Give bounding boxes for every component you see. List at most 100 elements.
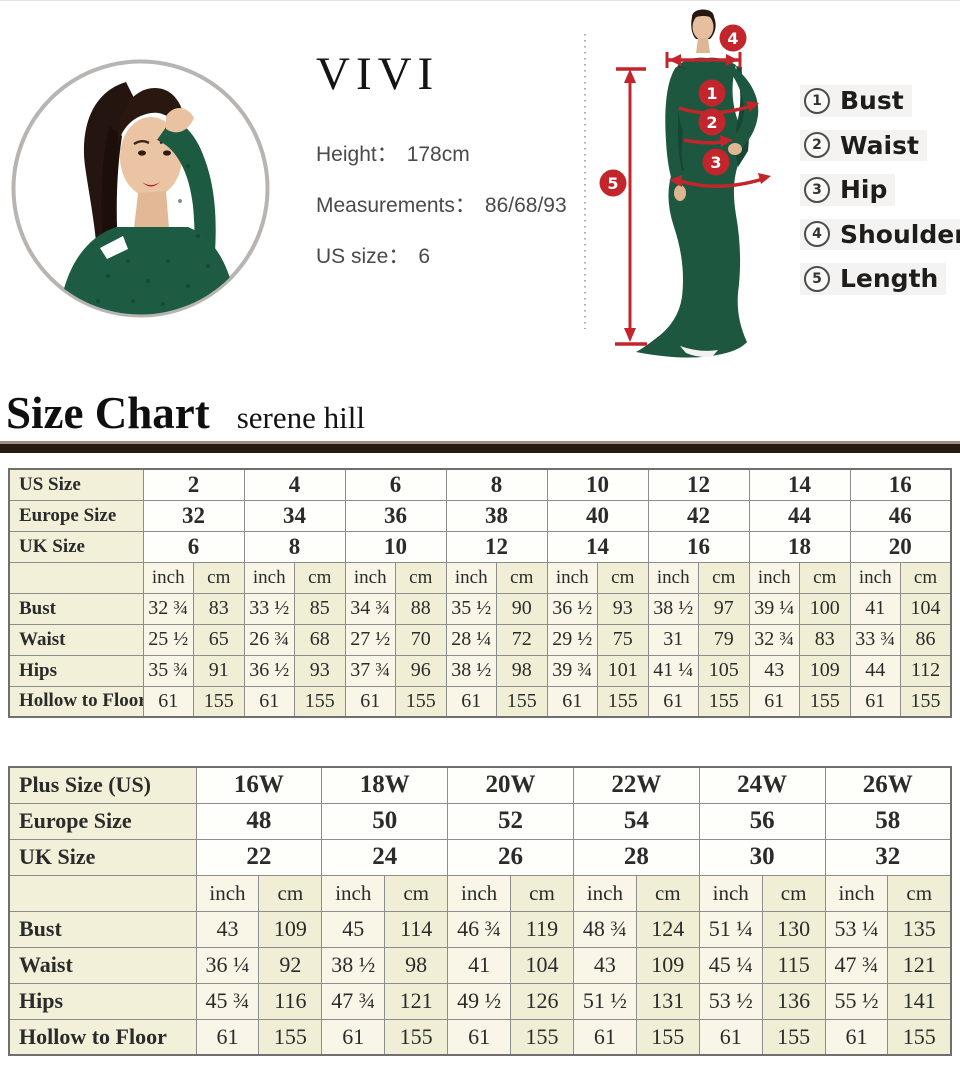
legend-item-waist: 2 Waist xyxy=(800,129,927,161)
model-portrait-graphic xyxy=(11,59,270,318)
callout-1: 1 xyxy=(706,84,717,103)
measure-cm-cell: 155 xyxy=(395,685,447,718)
size-row: Europe Size 48 50 52 54 56 58 xyxy=(8,802,952,840)
measure-inch-cell: 61 xyxy=(546,685,598,718)
model-photo xyxy=(8,56,273,321)
measure-inch-cell: 33 ½ xyxy=(243,592,295,625)
divider-dark xyxy=(0,444,960,453)
measure-cm-cell: 70 xyxy=(395,623,447,656)
measure-inch-cell: 45 ¾ xyxy=(195,982,260,1020)
size-value-cell: 40 xyxy=(546,499,649,532)
height-line: Height： 178cm xyxy=(316,138,567,168)
measure-cm-cell: 112 xyxy=(900,654,952,687)
unit-cm-cell: cm xyxy=(496,561,548,594)
callout-3-circle xyxy=(702,148,730,176)
row-label-cell: Europe Size xyxy=(8,802,197,840)
measure-cm-cell: 93 xyxy=(294,654,346,687)
measure-inch-cell: 36 ½ xyxy=(243,654,295,687)
unit-inch-cell: inch xyxy=(546,561,598,594)
legend-number-icon: 2 xyxy=(804,132,830,159)
measure-inch-cell: 43 xyxy=(195,910,260,948)
measure-cm-cell: 92 xyxy=(258,946,323,984)
callout-4-circle xyxy=(719,24,747,52)
measure-inch-cell: 35 ¾ xyxy=(142,654,194,687)
measure-cm-cell: 72 xyxy=(496,623,548,656)
callout-5-circle xyxy=(599,169,627,197)
measure-cm-cell: 116 xyxy=(258,982,323,1020)
measure-inch-cell: 61 xyxy=(447,1018,512,1056)
measure-cm-cell: 155 xyxy=(294,685,346,718)
measure-inch-cell: 43 xyxy=(748,654,800,687)
row-label-cell: UK Size xyxy=(8,838,197,876)
measure-inch-cell: 29 ½ xyxy=(546,623,598,656)
size-value-cell: 18 xyxy=(748,530,851,563)
size-value-cell: 32 xyxy=(142,499,245,532)
row-label-cell: Hips xyxy=(8,654,144,687)
measure-inch-cell: 48 ¾ xyxy=(572,910,637,948)
measure-cm-cell: 155 xyxy=(698,685,750,718)
measure-cm-cell: 98 xyxy=(384,946,449,984)
legend-number-icon: 3 xyxy=(804,176,830,203)
shoulder-arrow-left xyxy=(669,54,681,66)
measure-inch-cell: 61 xyxy=(698,1018,763,1056)
callout-3: 3 xyxy=(710,153,721,172)
legend-label: Waist xyxy=(840,130,919,160)
measure-cm-cell: 155 xyxy=(258,1018,323,1056)
unit-cm-cell: cm xyxy=(510,874,574,912)
row-label-cell: Plus Size (US) xyxy=(8,766,197,804)
size-row: UK Size 22 24 26 28 30 32 xyxy=(8,838,952,876)
size-value-cell: 54 xyxy=(572,802,700,840)
size-value-cell: 8 xyxy=(243,530,346,563)
measure-inch-cell: 55 ½ xyxy=(824,982,889,1020)
measurement-annotations: 1 2 3 4 5 xyxy=(599,24,771,346)
size-value-cell: 42 xyxy=(647,499,750,532)
measure-inch-cell: 27 ½ xyxy=(344,623,396,656)
measure-row: Hips 45 ¾ 116 47 ¾ 121 49 ½ 126 51 ½ 131 53 ½ 136 5… xyxy=(8,982,952,1020)
legend-item-shoulder: 4 Shoulder xyxy=(800,218,960,250)
unit-inch-cell: inch xyxy=(445,561,497,594)
size-value-cell: 44 xyxy=(748,499,851,532)
us-size-label: US size： xyxy=(316,245,410,268)
brand-subtitle: serene hill xyxy=(236,400,365,435)
measure-cm-cell: 155 xyxy=(887,1018,952,1056)
size-value-cell: 24 xyxy=(321,838,449,876)
measurements-value: 86/68/93 xyxy=(484,194,567,217)
row-label-cell: Bust xyxy=(8,910,197,948)
measure-inch-cell: 47 ¾ xyxy=(824,946,889,984)
measure-cm-cell: 155 xyxy=(496,685,548,718)
callout-1-circle xyxy=(698,79,726,107)
measure-cm-cell: 155 xyxy=(597,685,649,718)
measure-cm-cell: 155 xyxy=(900,685,952,718)
bust-arrow xyxy=(746,101,759,112)
measure-cm-cell: 75 xyxy=(597,623,649,656)
row-label-cell xyxy=(8,874,197,912)
measure-cm-cell: 79 xyxy=(698,623,750,656)
hip-curve xyxy=(673,176,767,188)
measure-inch-cell: 34 ¾ xyxy=(344,592,396,625)
measure-cm-cell: 101 xyxy=(597,654,649,687)
size-row: UK Size 6 8 10 12 14 16 18 20 xyxy=(8,530,952,563)
measure-cm-cell: 135 xyxy=(887,910,952,948)
size-value-cell: 56 xyxy=(698,802,826,840)
measure-inch-cell: 49 ½ xyxy=(447,982,512,1020)
size-row: Europe Size 32 34 36 38 40 42 44 46 xyxy=(8,499,952,532)
measure-cm-cell: 105 xyxy=(698,654,750,687)
measure-inch-cell: 61 xyxy=(445,685,497,718)
height-label: Height： xyxy=(316,143,398,166)
unit-row: inch cm inch cm inch cm inch cm inch cm inch cm xyxy=(8,874,952,912)
us-size-value: 6 xyxy=(418,245,431,268)
legend-number-icon: 5 xyxy=(804,265,830,292)
measure-inch-cell: 41 ¼ xyxy=(647,654,699,687)
unit-inch-cell: inch xyxy=(849,561,901,594)
measure-cm-cell: 90 xyxy=(496,592,548,625)
unit-inch-cell: inch xyxy=(344,561,396,594)
waist-arrow xyxy=(720,135,733,147)
measure-cm-cell: 85 xyxy=(294,592,346,625)
measure-inch-cell: 38 ½ xyxy=(321,946,386,984)
measure-inch-cell: 41 xyxy=(447,946,512,984)
size-value-cell: 24W xyxy=(698,766,826,804)
size-value-cell: 22W xyxy=(572,766,700,804)
unit-inch-cell: inch xyxy=(572,874,637,912)
measure-inch-cell: 32 ¾ xyxy=(142,592,194,625)
